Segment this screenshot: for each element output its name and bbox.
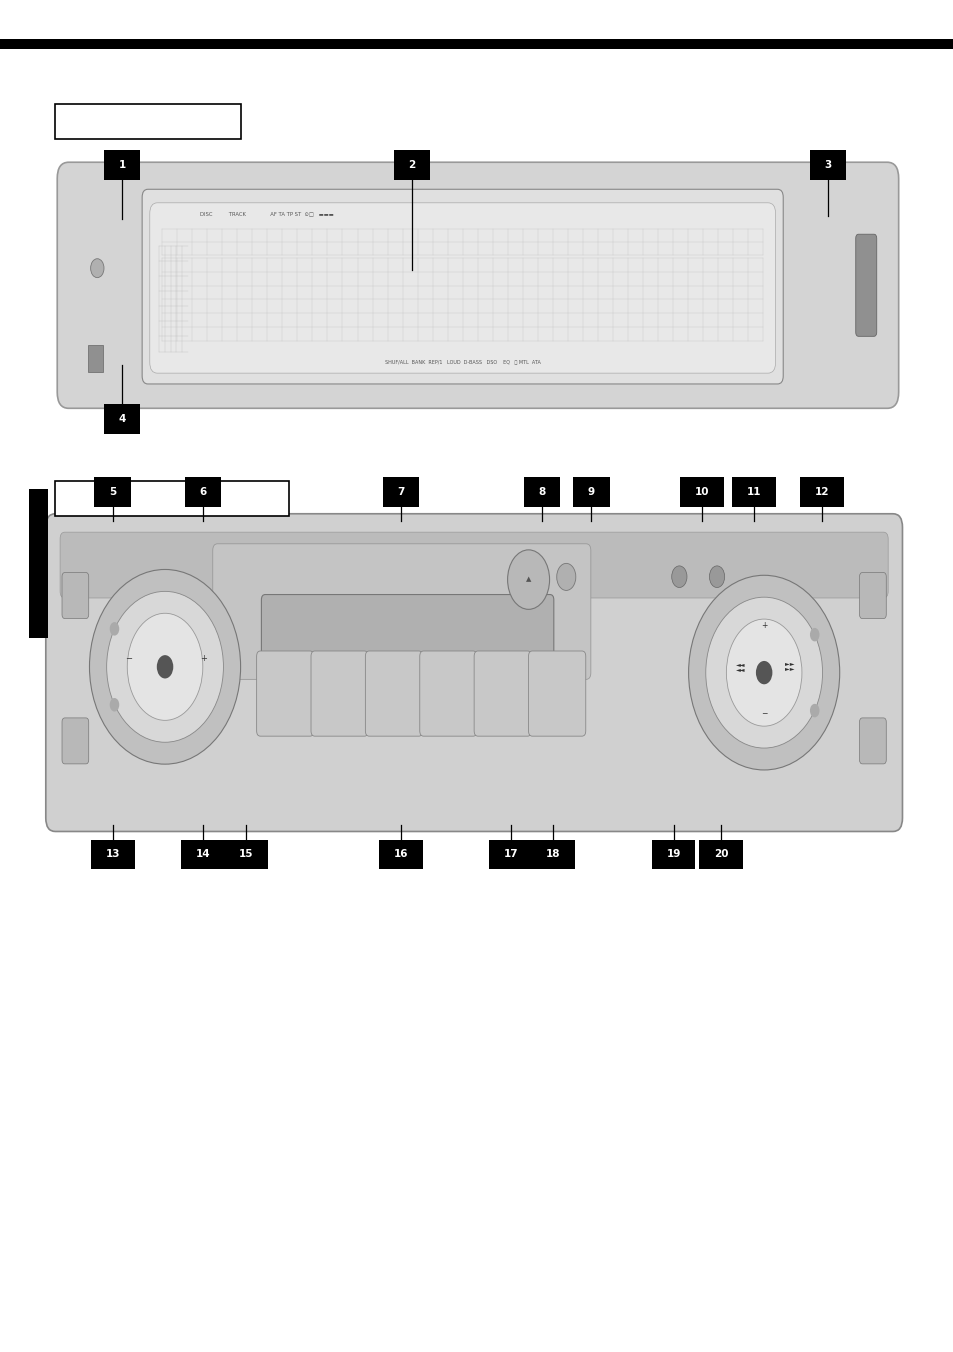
Bar <box>88 345 103 372</box>
FancyBboxPatch shape <box>419 652 476 735</box>
Bar <box>809 150 845 180</box>
Bar <box>573 477 609 507</box>
Text: 5: 5 <box>109 487 116 498</box>
Text: 19: 19 <box>665 849 680 860</box>
FancyBboxPatch shape <box>365 652 422 735</box>
Text: 12: 12 <box>814 487 829 498</box>
Text: −: − <box>125 654 132 664</box>
FancyBboxPatch shape <box>62 718 89 764</box>
FancyBboxPatch shape <box>474 652 531 735</box>
Circle shape <box>809 627 819 641</box>
Bar <box>489 840 533 869</box>
Ellipse shape <box>705 598 821 748</box>
Text: 18: 18 <box>545 849 560 860</box>
FancyBboxPatch shape <box>859 718 885 764</box>
Circle shape <box>725 619 801 726</box>
Text: 6: 6 <box>199 487 207 498</box>
Bar <box>699 840 742 869</box>
FancyBboxPatch shape <box>46 514 902 831</box>
Bar <box>523 477 559 507</box>
Bar <box>224 840 268 869</box>
Ellipse shape <box>107 591 223 742</box>
FancyBboxPatch shape <box>57 162 898 408</box>
Text: 9: 9 <box>587 487 595 498</box>
Text: 2: 2 <box>408 160 416 170</box>
FancyBboxPatch shape <box>142 189 782 384</box>
FancyBboxPatch shape <box>213 544 590 679</box>
Bar <box>104 150 140 180</box>
Text: 7: 7 <box>396 487 404 498</box>
Bar <box>185 477 221 507</box>
Bar <box>181 840 225 869</box>
Bar <box>382 477 418 507</box>
Bar <box>94 477 131 507</box>
FancyBboxPatch shape <box>855 234 876 337</box>
Circle shape <box>709 566 724 588</box>
FancyBboxPatch shape <box>256 652 314 735</box>
FancyBboxPatch shape <box>261 595 554 664</box>
Text: 15: 15 <box>238 849 253 860</box>
Circle shape <box>110 622 119 635</box>
Text: SHUF/ALL  BANK  REP/1   LOUD  D-BASS   DSO    EQ   工 MTL  ATA: SHUF/ALL BANK REP/1 LOUD D-BASS DSO EQ 工… <box>384 360 540 365</box>
Ellipse shape <box>688 575 839 769</box>
FancyBboxPatch shape <box>150 203 775 373</box>
Bar <box>55 104 241 139</box>
Text: 14: 14 <box>195 849 211 860</box>
FancyBboxPatch shape <box>528 652 585 735</box>
Circle shape <box>557 564 576 591</box>
FancyBboxPatch shape <box>311 652 368 735</box>
Text: 3: 3 <box>823 160 831 170</box>
Bar <box>91 840 134 869</box>
Text: 20: 20 <box>713 849 728 860</box>
Text: 4: 4 <box>118 414 126 425</box>
Bar <box>0 39 953 49</box>
Circle shape <box>507 550 549 610</box>
Circle shape <box>156 656 173 679</box>
Text: 13: 13 <box>105 849 120 860</box>
Text: −: − <box>760 708 766 718</box>
Text: +: + <box>199 654 207 664</box>
Bar <box>679 477 723 507</box>
Bar <box>378 840 422 869</box>
Circle shape <box>755 661 772 684</box>
Ellipse shape <box>90 569 240 764</box>
Text: ▲: ▲ <box>525 576 531 583</box>
Circle shape <box>809 704 819 718</box>
Text: +: + <box>760 621 766 630</box>
Text: ►► 
►►: ►► ►► <box>784 662 796 672</box>
FancyBboxPatch shape <box>60 533 887 598</box>
Text: 17: 17 <box>503 849 518 860</box>
Bar <box>531 840 575 869</box>
Text: ◄◄
◄◄: ◄◄ ◄◄ <box>735 662 744 672</box>
Text: 10: 10 <box>694 487 709 498</box>
Circle shape <box>671 566 686 588</box>
Text: DISC          TRACK               AF TA TP ST  ⊙□   ▬▬▬: DISC TRACK AF TA TP ST ⊙□ ▬▬▬ <box>200 211 334 216</box>
Bar <box>104 404 140 434</box>
Text: 11: 11 <box>745 487 760 498</box>
Circle shape <box>110 698 119 711</box>
Text: 16: 16 <box>393 849 408 860</box>
FancyBboxPatch shape <box>859 573 885 619</box>
Text: 1: 1 <box>118 160 126 170</box>
Circle shape <box>127 614 203 721</box>
Bar <box>651 840 695 869</box>
Circle shape <box>91 258 104 277</box>
Bar <box>731 477 775 507</box>
FancyBboxPatch shape <box>62 573 89 619</box>
Bar <box>55 481 289 516</box>
Text: 8: 8 <box>537 487 545 498</box>
Bar <box>29 489 48 638</box>
Bar <box>394 150 430 180</box>
Bar <box>800 477 843 507</box>
